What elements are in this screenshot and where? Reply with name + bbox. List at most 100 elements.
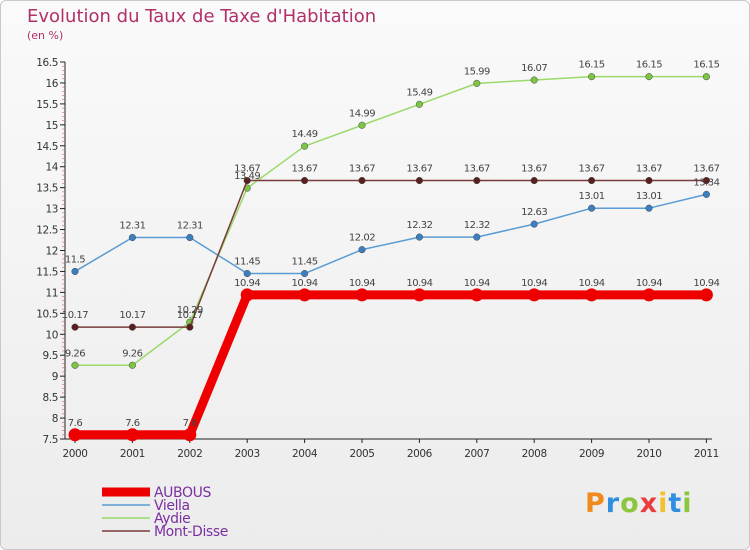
data-label: 10.94 <box>406 278 432 289</box>
data-label: 14.49 <box>292 129 318 140</box>
data-point-viella <box>186 233 194 242</box>
data-point-aubous <box>68 428 82 442</box>
chart-data-labels: 7.6 7.6 7.6 10.94 10.94 10.94 10.94 10.94 10.94 1… <box>62 60 720 429</box>
data-label: 11.45 <box>292 257 318 268</box>
data-label: 13.67 <box>579 164 605 175</box>
data-label: 10.94 <box>234 278 260 289</box>
data-label: 12.02 <box>349 233 375 244</box>
data-label: 10.17 <box>62 310 88 321</box>
data-point-viella <box>645 204 653 212</box>
data-label: 16.15 <box>579 60 605 71</box>
y-tick-label: 15.5 <box>36 99 58 111</box>
data-point-aubous <box>412 288 426 302</box>
data-point-aubous <box>527 288 541 302</box>
data-point-mont-disse <box>301 176 309 185</box>
y-tick-label: 14 <box>45 162 58 174</box>
x-tick-label: 2003 <box>235 448 260 460</box>
y-tick-label: 10.5 <box>36 308 58 320</box>
data-label: 13.67 <box>636 164 662 175</box>
data-label: 16.15 <box>693 60 719 71</box>
series-line-aubous <box>70 290 711 440</box>
data-label: 9.26 <box>65 348 85 359</box>
data-label: 13.67 <box>234 164 260 175</box>
data-label: 14.99 <box>349 108 375 119</box>
series-line-mont-disse <box>74 179 708 328</box>
y-tick-label: 16.5 <box>36 57 58 69</box>
data-point-aydie <box>71 361 79 369</box>
y-tick-label: 13 <box>45 204 58 216</box>
data-label: 13.67 <box>349 164 375 175</box>
data-point-mont-disse <box>243 176 251 185</box>
data-point-mont-disse <box>71 323 79 331</box>
data-point-aubous <box>125 428 139 442</box>
legend-label: Mont-Disse <box>154 524 228 540</box>
data-point-mont-disse <box>588 176 596 185</box>
data-point-aydie <box>702 73 710 81</box>
data-label: 12.32 <box>464 220 490 231</box>
y-tick-label: 16 <box>45 78 58 90</box>
y-tick-label: 10 <box>45 329 58 341</box>
series-line-viella <box>74 193 708 275</box>
data-label: 13.01 <box>579 191 605 202</box>
logo-letter: x <box>639 488 659 519</box>
data-label: 12.32 <box>406 220 432 231</box>
x-tick-label: 2001 <box>120 448 145 460</box>
data-point-viella <box>588 204 596 212</box>
data-label: 13.67 <box>292 164 318 175</box>
legend-label: AUBOUS <box>154 485 211 501</box>
y-tick-label: 12 <box>45 246 58 258</box>
data-point-aydie <box>530 76 538 84</box>
series-line-aydie <box>74 75 708 367</box>
logo-letter: r <box>605 488 621 519</box>
data-point-viella <box>71 267 79 275</box>
logo-letter: i <box>682 488 693 519</box>
data-point-viella <box>415 233 423 241</box>
y-tick-label: 14.5 <box>36 141 58 153</box>
y-tick-label: 15 <box>45 120 58 132</box>
chart-title: Evolution du Taux de Taxe d'Habitation <box>27 6 377 27</box>
data-point-viella <box>301 269 309 278</box>
data-label: 16.15 <box>636 60 662 71</box>
data-label: 11.5 <box>65 254 85 265</box>
logo-letter: o <box>620 488 640 519</box>
data-point-aubous <box>355 288 369 302</box>
x-tick-label: 2009 <box>579 448 604 460</box>
data-point-mont-disse <box>358 176 366 185</box>
data-point-aubous <box>240 288 254 302</box>
y-tick-label: 13.5 <box>36 183 58 195</box>
data-label: 12.31 <box>119 221 145 232</box>
data-point-viella <box>702 190 710 198</box>
data-label: 7.6 <box>183 418 198 429</box>
data-point-viella <box>128 233 136 242</box>
data-point-aydie <box>415 100 423 108</box>
data-point-aubous <box>642 288 656 302</box>
data-point-mont-disse <box>415 176 423 185</box>
y-tick-label: 8 <box>52 413 58 425</box>
data-point-mont-disse <box>530 176 538 185</box>
data-label: 7.6 <box>68 418 83 429</box>
data-label: 15.49 <box>406 87 432 98</box>
data-label: 10.94 <box>292 278 318 289</box>
x-tick-label: 2006 <box>407 448 433 460</box>
y-tick-label: 11 <box>45 287 58 299</box>
data-label: 10.94 <box>636 278 662 289</box>
x-tick-label: 2004 <box>292 448 318 460</box>
x-tick-label: 2005 <box>349 448 374 460</box>
data-point-mont-disse <box>645 176 653 185</box>
data-point-viella <box>243 269 251 278</box>
data-label: 15.99 <box>464 66 490 77</box>
data-label: 10.17 <box>119 310 145 321</box>
y-tick-label: 9 <box>52 371 58 383</box>
legend-label: Viella <box>154 498 190 514</box>
data-label: 10.94 <box>579 278 605 289</box>
data-point-aubous <box>585 288 599 302</box>
x-tick-label: 2002 <box>177 448 202 460</box>
data-point-aydie <box>358 121 366 129</box>
data-label: 16.07 <box>521 63 547 74</box>
data-label: 10.94 <box>349 278 375 289</box>
y-tick-label: 8.5 <box>43 392 59 404</box>
data-point-viella <box>473 233 481 241</box>
